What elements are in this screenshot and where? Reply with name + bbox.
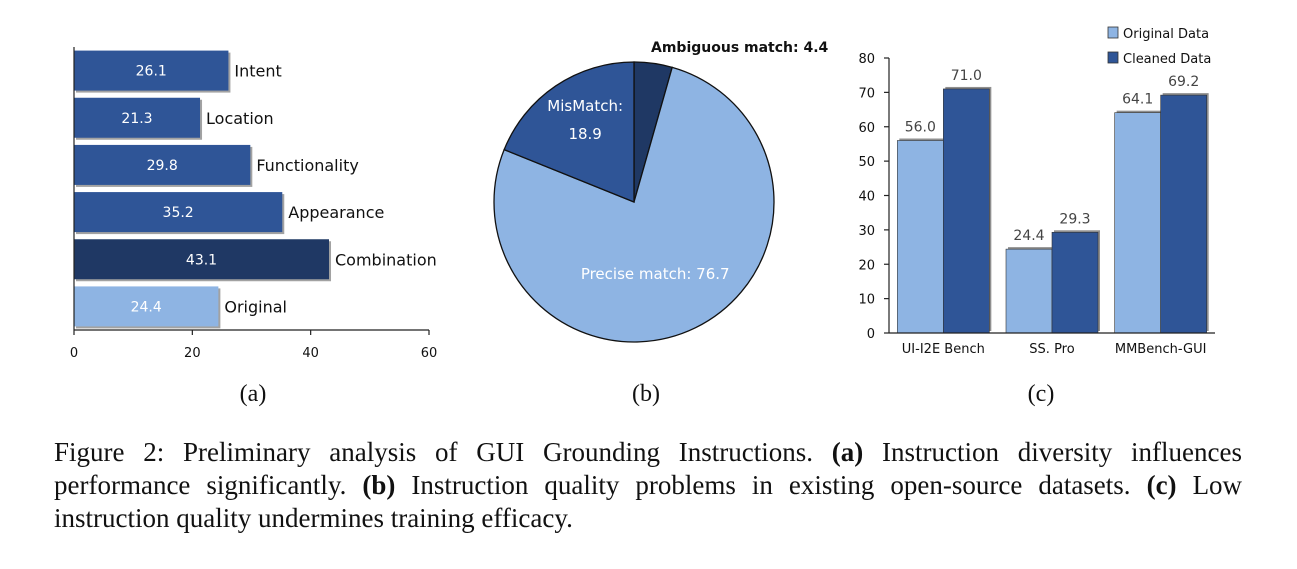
sublabel-b: (b): [632, 381, 660, 407]
bar-original: [1114, 112, 1161, 334]
legend-swatch: [1107, 51, 1119, 64]
y-tick-label: 30: [858, 224, 875, 239]
bar-category-label: Functionality: [256, 156, 359, 175]
x-tick-label: UI-I2E Bench: [902, 342, 985, 357]
bar-value-label: 29.3: [1059, 211, 1090, 227]
figure-caption: Figure 2: Preliminary analysis of GUI Gr…: [54, 436, 1242, 535]
bar-combination: [74, 239, 330, 280]
y-tick-label: 40: [858, 190, 875, 205]
bar-functionality: [74, 144, 251, 185]
bar-value-label: 69.2: [1168, 74, 1199, 90]
legend-label: Cleaned Data: [1123, 52, 1211, 67]
sublabel-a: (a): [240, 381, 267, 407]
bar-value-label: 26.1: [136, 64, 167, 80]
bar-cleaned: [1160, 94, 1207, 334]
bar-cleaned: [943, 88, 990, 334]
bar-category-label: Intent: [234, 62, 281, 81]
bar-category-label: Location: [206, 109, 274, 128]
x-tick-label: 0: [70, 346, 78, 361]
chart-c-grouped-bar: 56.0 71.0 UI-I2E Bench 24.4 29.3 SS. Pro 64.1 6…: [858, 26, 1215, 357]
pie-label-precise: Precise match: 76.7: [581, 265, 730, 283]
bar-value-label: 24.4: [131, 299, 162, 315]
bar-category-label: Combination: [335, 250, 437, 269]
caption-tag-b: (b): [362, 470, 396, 500]
bar-location: [74, 97, 201, 138]
bar-cleaned: [1051, 231, 1099, 334]
bar-value-label: 64.1: [1122, 92, 1153, 108]
y-tick-label: 0: [867, 327, 875, 342]
bar-value-label: 71.0: [951, 68, 982, 84]
y-tick-label: 20: [858, 258, 875, 273]
caption-text-a: Instruction diversity influences perform…: [54, 437, 1242, 500]
y-tick-label: 10: [858, 293, 875, 308]
x-tick-label: MMBench-GUI: [1115, 342, 1207, 357]
figure: 26.1 Intent 21.3 Location 29.8 Functionality 3…: [70, 26, 1215, 407]
pie-label-ambiguous: Ambiguous match: 4.4: [651, 40, 829, 56]
bar-original: [74, 286, 219, 327]
bar-value-label: 35.2: [163, 205, 194, 221]
legend-label: Original Data: [1123, 27, 1209, 42]
y-tick-label: 70: [858, 86, 875, 101]
y-tick-label: 80: [858, 52, 875, 67]
pie-slice-mismatch: [503, 61, 635, 203]
bar-value-label: 24.4: [1013, 228, 1044, 244]
y-tick-label: 60: [858, 121, 875, 136]
bar-category-label: Original: [224, 297, 287, 316]
pie-slice-precise-match: [493, 66, 775, 343]
bar-value-label: 29.8: [147, 158, 178, 174]
bar-original: [1005, 248, 1053, 334]
bar-value-label: 56.0: [905, 120, 936, 136]
bar-appearance: [74, 192, 283, 233]
bar-original: [897, 140, 944, 334]
x-tick-label: 20: [184, 346, 201, 361]
bar-intent: [74, 50, 229, 91]
y-tick-label: 50: [858, 155, 875, 170]
pie-label-mismatch-value: 18.9: [568, 125, 601, 143]
caption-lead: Figure 2: Preliminary analysis of GUI Gr…: [54, 437, 814, 467]
caption-text-c: Low instruction quality undermines train…: [54, 470, 1243, 533]
bar-category-label: Appearance: [288, 203, 384, 222]
bar-value-label: 43.1: [186, 252, 217, 268]
legend-swatch: [1107, 26, 1119, 39]
caption-tag-c: (c): [1146, 470, 1177, 500]
x-tick-label: SS. Pro: [1029, 342, 1074, 357]
x-tick-label: 60: [421, 346, 438, 361]
caption-tag-a: (a): [831, 437, 864, 467]
x-tick-label: 40: [302, 346, 319, 361]
pie-label-mismatch: MisMatch:: [547, 97, 623, 115]
sublabel-c: (c): [1028, 381, 1055, 407]
caption-text-b: Instruction quality problems in existing…: [411, 470, 1131, 500]
chart-a-horizontal-bar: 26.1 Intent 21.3 Location 29.8 Functionality 3…: [70, 47, 437, 361]
bar-value-label: 21.3: [121, 111, 152, 127]
chart-b-pie: Precise match: 76.7 MisMatch: 18.9 Ambiguou…: [493, 40, 829, 343]
